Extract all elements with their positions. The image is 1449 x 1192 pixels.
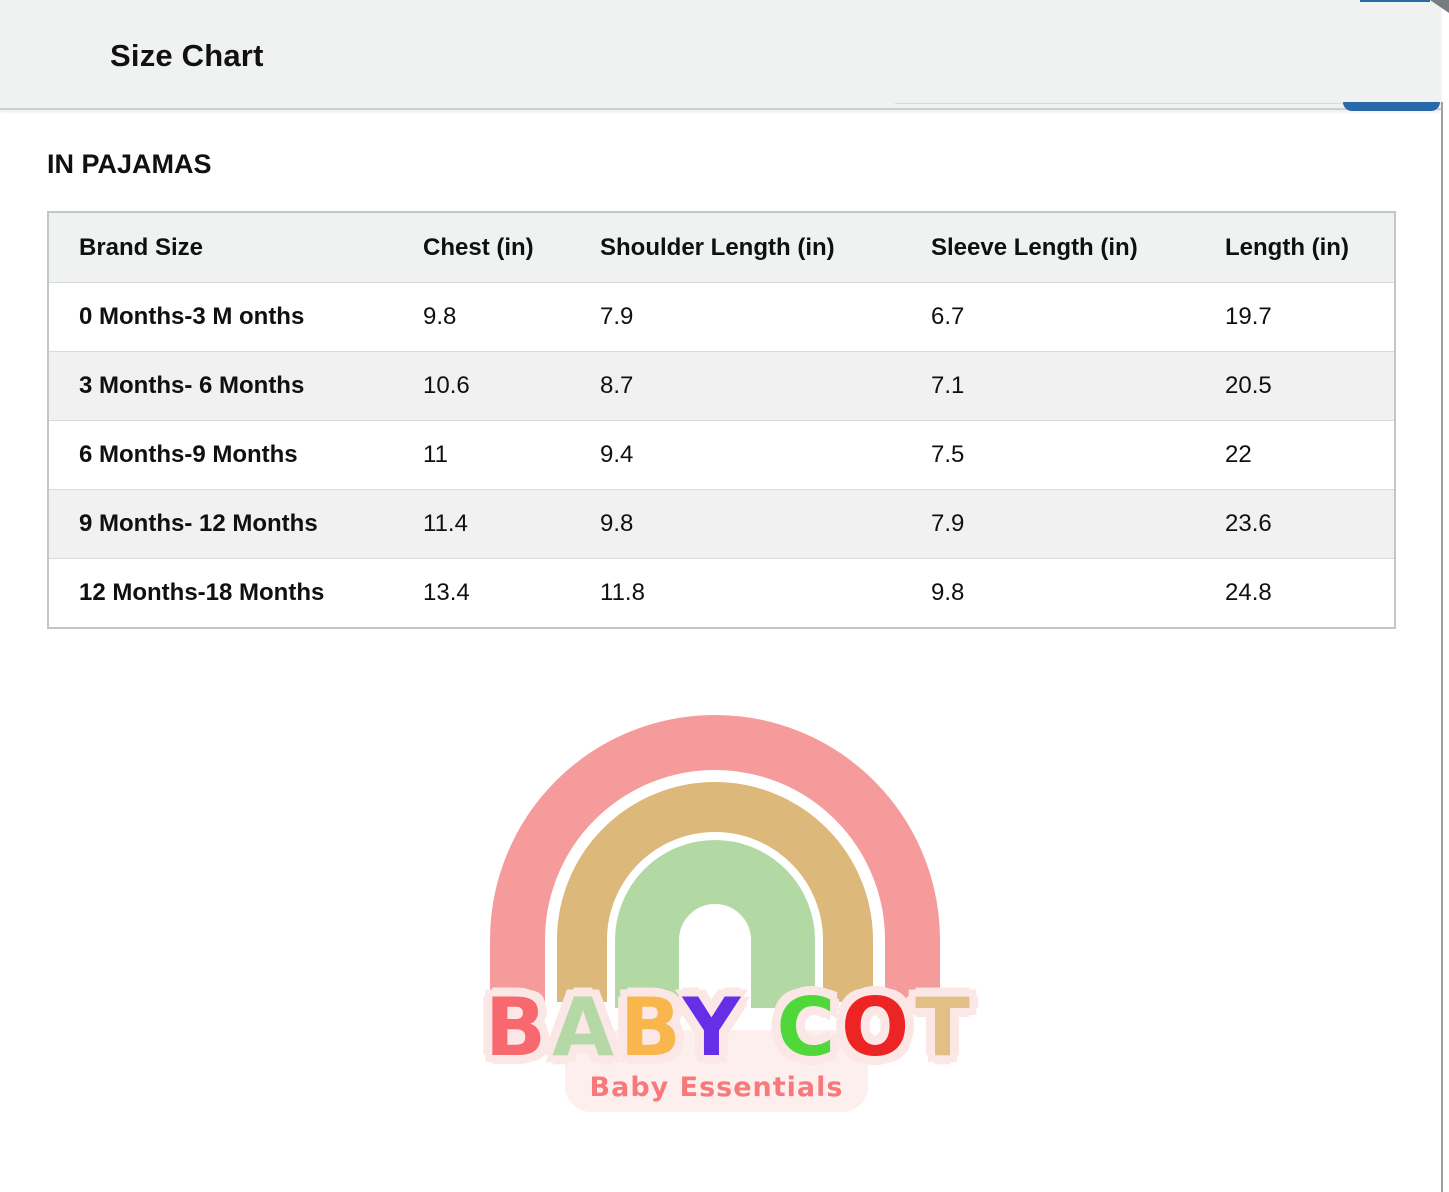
column-header-length: Length (in) — [1195, 212, 1395, 283]
letter: A — [551, 981, 620, 1074]
letter: T — [915, 981, 976, 1074]
brand-logo: Baby Essentials BABY COT — [485, 700, 970, 1120]
shoulder-cell: 9.8 — [570, 489, 901, 559]
sleeve-cell: 7.1 — [901, 351, 1195, 421]
tagline-banner: Baby Essentials — [565, 1030, 868, 1112]
popup-right-border — [1441, 102, 1443, 1192]
brand-size-cell: 3 Months- 6 Months — [48, 351, 393, 421]
letter: O — [841, 981, 916, 1074]
brand-name-letters: BABY COT — [485, 988, 970, 1068]
column-header-sleeve-length: Sleeve Length (in) — [901, 212, 1195, 283]
rainbow-icon — [490, 715, 940, 1008]
letter: B — [619, 981, 683, 1074]
page-title: Size Chart — [110, 38, 264, 73]
table-row: 0 Months-3 M onths 9.8 7.9 6.7 19.7 — [48, 282, 1395, 352]
chest-cell: 13.4 — [393, 558, 570, 628]
letter: C — [776, 981, 842, 1074]
section-heading: IN PAJAMAS — [47, 149, 212, 179]
sleeve-cell: 7.9 — [901, 489, 1195, 559]
shoulder-cell: 8.7 — [570, 351, 901, 421]
column-header-shoulder-length: Shoulder Length (in) — [570, 212, 901, 283]
shoulder-cell: 11.8 — [570, 558, 901, 628]
chest-cell: 11 — [393, 420, 570, 490]
shoulder-cell: 7.9 — [570, 282, 901, 352]
table-row: 12 Months-18 Months 13.4 11.8 9.8 24.8 — [48, 558, 1395, 628]
clipped-blue-button-top-edge — [1360, 0, 1430, 2]
shoulder-cell: 9.4 — [570, 420, 901, 490]
column-header-brand-size: Brand Size — [48, 212, 393, 283]
clipped-blue-button[interactable] — [1343, 102, 1440, 111]
table-header-row: Brand Size Chest (in) Shoulder Length (i… — [48, 212, 1395, 283]
chest-cell: 11.4 — [393, 489, 570, 559]
column-header-chest: Chest (in) — [393, 212, 570, 283]
table-row: 3 Months- 6 Months 10.6 8.7 7.1 20.5 — [48, 351, 1395, 421]
chest-cell: 10.6 — [393, 351, 570, 421]
sleeve-cell: 9.8 — [901, 558, 1195, 628]
table-row: 6 Months-9 Months 11 9.4 7.5 22 — [48, 420, 1395, 490]
size-chart-header: Size Chart — [0, 0, 1441, 110]
chest-cell: 9.8 — [393, 282, 570, 352]
length-cell: 20.5 — [1195, 351, 1395, 421]
size-chart-table: Brand Size Chest (in) Shoulder Length (i… — [47, 211, 1396, 629]
length-cell: 22 — [1195, 420, 1395, 490]
length-cell: 24.8 — [1195, 558, 1395, 628]
letter: B — [485, 981, 552, 1074]
brand-size-cell: 0 Months-3 M onths — [48, 282, 393, 352]
tagline-text: Baby Essentials — [589, 1072, 844, 1103]
brand-size-cell: 6 Months-9 Months — [48, 420, 393, 490]
length-cell: 23.6 — [1195, 489, 1395, 559]
header-field-underline — [895, 103, 1441, 104]
brand-size-cell: 9 Months- 12 Months — [48, 489, 393, 559]
length-cell: 19.7 — [1195, 282, 1395, 352]
table-row: 9 Months- 12 Months 11.4 9.8 7.9 23.6 — [48, 489, 1395, 559]
sleeve-cell: 7.5 — [901, 420, 1195, 490]
letter: Y — [682, 981, 747, 1074]
brand-size-cell: 12 Months-18 Months — [48, 558, 393, 628]
sleeve-cell: 6.7 — [901, 282, 1195, 352]
